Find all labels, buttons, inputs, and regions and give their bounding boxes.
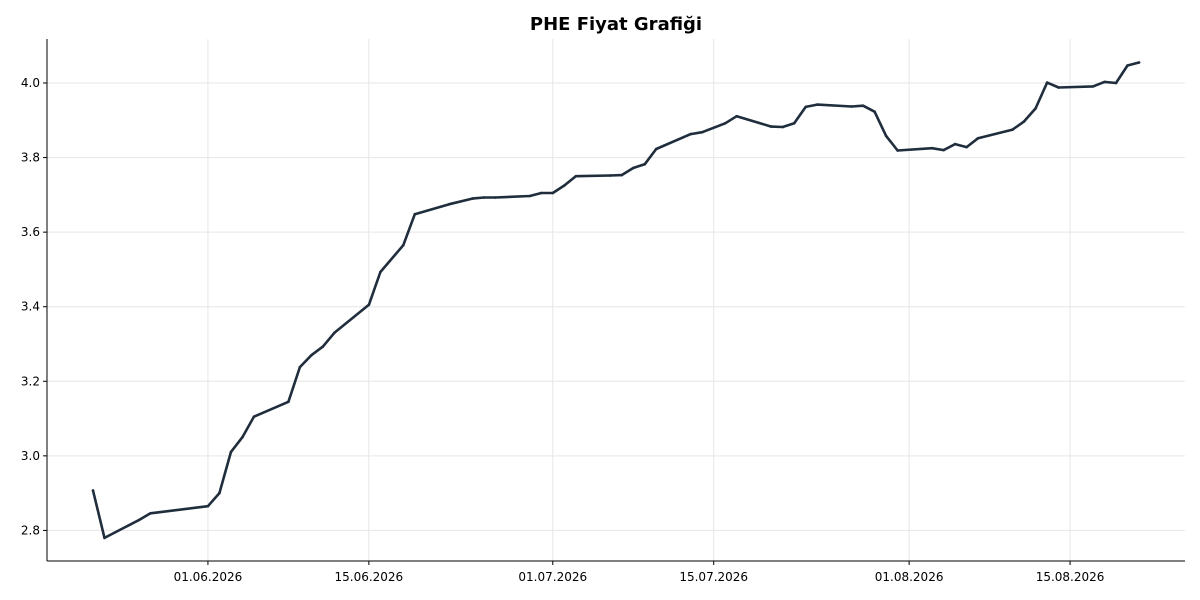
data-point [654, 147, 658, 151]
data-point [218, 491, 221, 495]
data-point [367, 303, 371, 307]
data-point [551, 191, 555, 195]
data-point [723, 122, 727, 125]
data-point [976, 136, 980, 140]
price-series-points [91, 61, 1141, 540]
data-point [965, 145, 968, 149]
data-point [229, 450, 233, 454]
data-point [1091, 85, 1095, 88]
data-point [930, 146, 934, 150]
data-point [873, 110, 876, 113]
data-point [1103, 80, 1106, 84]
data-point [91, 489, 95, 492]
chart-title: PHE Fiyat Grafiği [530, 14, 702, 35]
x-tick-label: 15.08.2026 [1036, 570, 1105, 584]
data-point [1137, 61, 1141, 64]
y-tick-label: 3.2 [21, 374, 40, 388]
data-point [884, 134, 888, 138]
data-point [252, 415, 256, 419]
data-point [528, 194, 532, 198]
data-point [137, 518, 141, 522]
data-point [402, 243, 405, 247]
data-point [448, 202, 451, 206]
data-point [781, 125, 784, 129]
data-point [287, 400, 290, 404]
data-point [379, 270, 382, 274]
data-point [804, 105, 807, 109]
data-point [494, 196, 497, 199]
data-point [620, 173, 623, 177]
data-point [643, 163, 646, 166]
y-tick-label: 3.4 [21, 300, 40, 314]
data-point [321, 345, 325, 348]
data-point [700, 130, 704, 134]
data-point [103, 536, 106, 540]
data-point [1034, 107, 1037, 110]
data-point [241, 435, 244, 439]
data-point [815, 103, 819, 106]
data-point [1057, 86, 1060, 89]
data-point [735, 114, 738, 118]
data-point [563, 184, 566, 187]
data-point [574, 174, 578, 178]
x-tick-label: 01.07.2026 [518, 570, 587, 584]
data-point [1114, 81, 1118, 85]
grid-lines [47, 39, 1185, 561]
y-tick-label: 3.0 [21, 449, 40, 463]
data-point [792, 122, 796, 125]
x-tick-label: 15.06.2026 [334, 570, 403, 584]
data-point [1126, 64, 1129, 67]
data-point [609, 174, 612, 177]
data-point [413, 212, 417, 216]
price-series-line [91, 61, 1141, 540]
data-point [333, 331, 336, 335]
data-point [1045, 81, 1049, 84]
data-point [540, 191, 543, 195]
data-point [298, 365, 302, 369]
data-point [769, 125, 773, 128]
data-point [631, 166, 635, 170]
x-tick-label: 01.06.2026 [174, 570, 243, 584]
data-point [861, 104, 865, 107]
data-point [149, 512, 152, 515]
data-point [1022, 120, 1026, 123]
y-axis: 2.8 3.0 3.2 3.4 3.6 3.8 4.0 [21, 76, 47, 537]
data-point [471, 197, 474, 200]
y-tick-label: 3.8 [21, 151, 40, 165]
x-tick-label: 15.07.2026 [679, 570, 748, 584]
data-point [850, 105, 853, 108]
data-point [310, 353, 313, 357]
data-point [942, 148, 945, 152]
x-axis: 01.06.2026 15.06.2026 01.07.2026 15.07.2026… [174, 561, 1105, 584]
data-point [206, 504, 210, 508]
y-tick-label: 2.8 [21, 523, 40, 537]
data-point [1011, 128, 1014, 131]
y-tick-label: 4.0 [21, 76, 40, 90]
data-point [689, 132, 692, 136]
y-tick-label: 3.6 [21, 225, 40, 239]
data-point [482, 196, 486, 199]
x-tick-label: 01.08.2026 [875, 570, 944, 584]
data-point [896, 149, 899, 152]
data-point [953, 142, 957, 146]
